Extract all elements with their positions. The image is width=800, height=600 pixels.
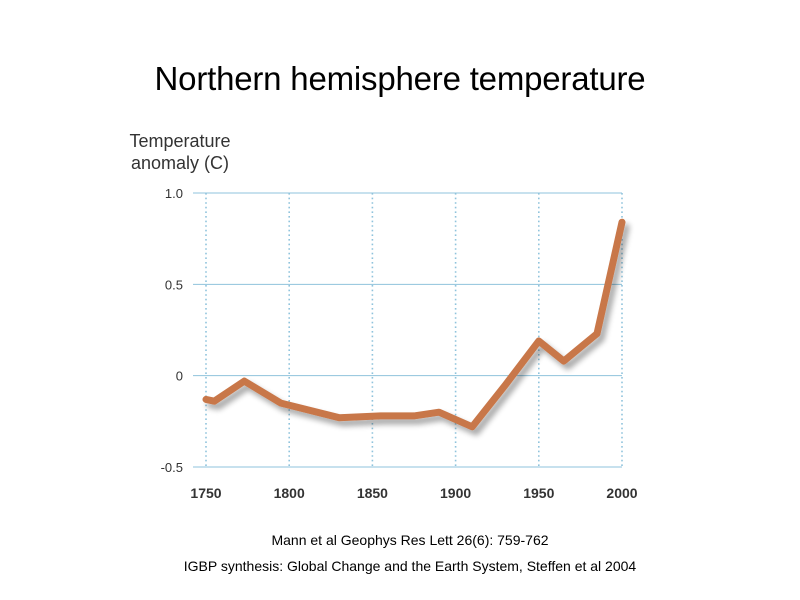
source-citation: Mann et al Geophys Res Lett 26(6): 759-7… — [271, 532, 549, 548]
page-title: Northern hemisphere temperature — [154, 60, 646, 97]
x-tick-label: 1900 — [440, 485, 471, 501]
y-axis-label-line-1: Temperature — [129, 131, 231, 151]
x-tick-label: 1850 — [357, 485, 388, 501]
y-axis-label-line-2: anomaly (C) — [130, 153, 230, 173]
y-tick-label: 0 — [176, 369, 183, 384]
y-tick-label: 1.0 — [165, 186, 183, 201]
x-tick-label: 1800 — [274, 485, 305, 501]
x-tick-label: 1750 — [190, 485, 221, 501]
x-tick-label-highlighted: 1950 — [523, 485, 554, 501]
y-tick-label: -0.5 — [161, 460, 183, 475]
x-tick-label: 2000 — [606, 485, 637, 501]
y-axis-label: Temperature anomaly (C) — [100, 130, 260, 174]
synthesis-citation: IGBP synthesis: Global Change and the Ea… — [183, 558, 637, 574]
temperature-series-line — [202, 218, 626, 431]
y-tick-label: 0.5 — [165, 277, 183, 292]
